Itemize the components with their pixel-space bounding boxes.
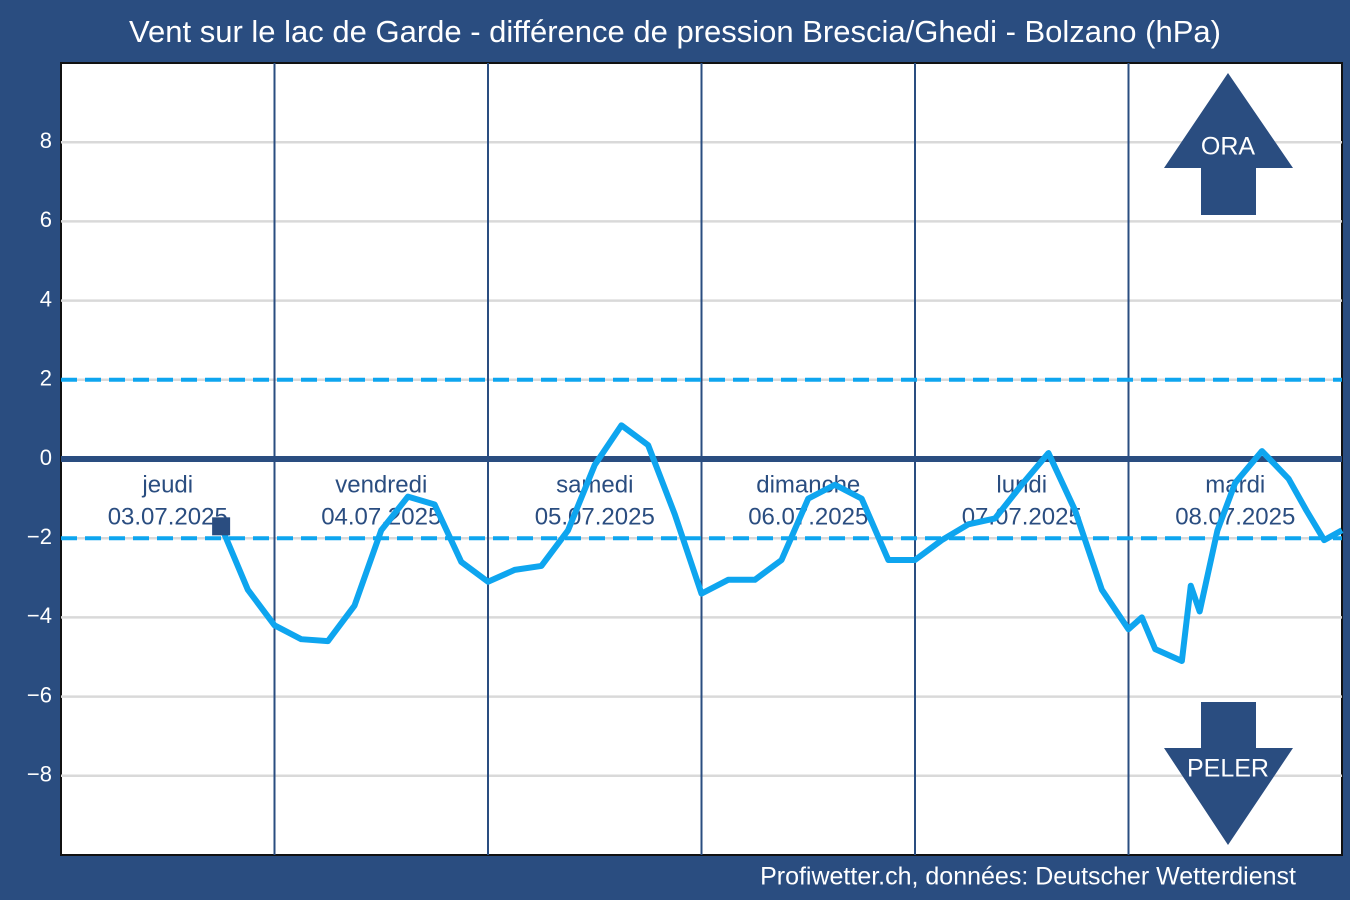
y-tick-label: 4 xyxy=(40,286,52,311)
y-tick-label: −8 xyxy=(27,762,52,787)
y-tick-label: 6 xyxy=(40,207,52,232)
day-date: 08.07.2025 xyxy=(1175,503,1295,530)
y-tick-label: 8 xyxy=(40,128,52,153)
source: Profiwetter.ch, données: Deutscher Wette… xyxy=(760,863,1296,891)
start-marker xyxy=(212,517,231,536)
day-name: samedi xyxy=(556,471,633,498)
y-tick-label: −6 xyxy=(27,682,52,707)
day-name: dimanche xyxy=(756,471,860,498)
down-label: PELER xyxy=(1187,755,1269,783)
day-date: 05.07.2025 xyxy=(535,503,655,530)
y-tick-label: 0 xyxy=(40,445,52,470)
day-date: 06.07.2025 xyxy=(748,503,868,530)
day-name: vendredi xyxy=(335,471,427,498)
y-tick-label: −2 xyxy=(27,524,52,549)
day-name: jeudi xyxy=(141,471,193,498)
up-label: ORA xyxy=(1201,133,1256,161)
data-line xyxy=(218,422,1344,664)
y-tick-label: 2 xyxy=(40,366,52,391)
day-date: 07.07.2025 xyxy=(962,503,1082,530)
day-date: 03.07.2025 xyxy=(108,503,228,530)
y-tick-label: −4 xyxy=(27,603,52,628)
up-arrow xyxy=(1164,73,1293,215)
down-arrow xyxy=(1164,702,1293,845)
chart-title: Vent sur le lac de Garde - différence de… xyxy=(129,14,1221,49)
